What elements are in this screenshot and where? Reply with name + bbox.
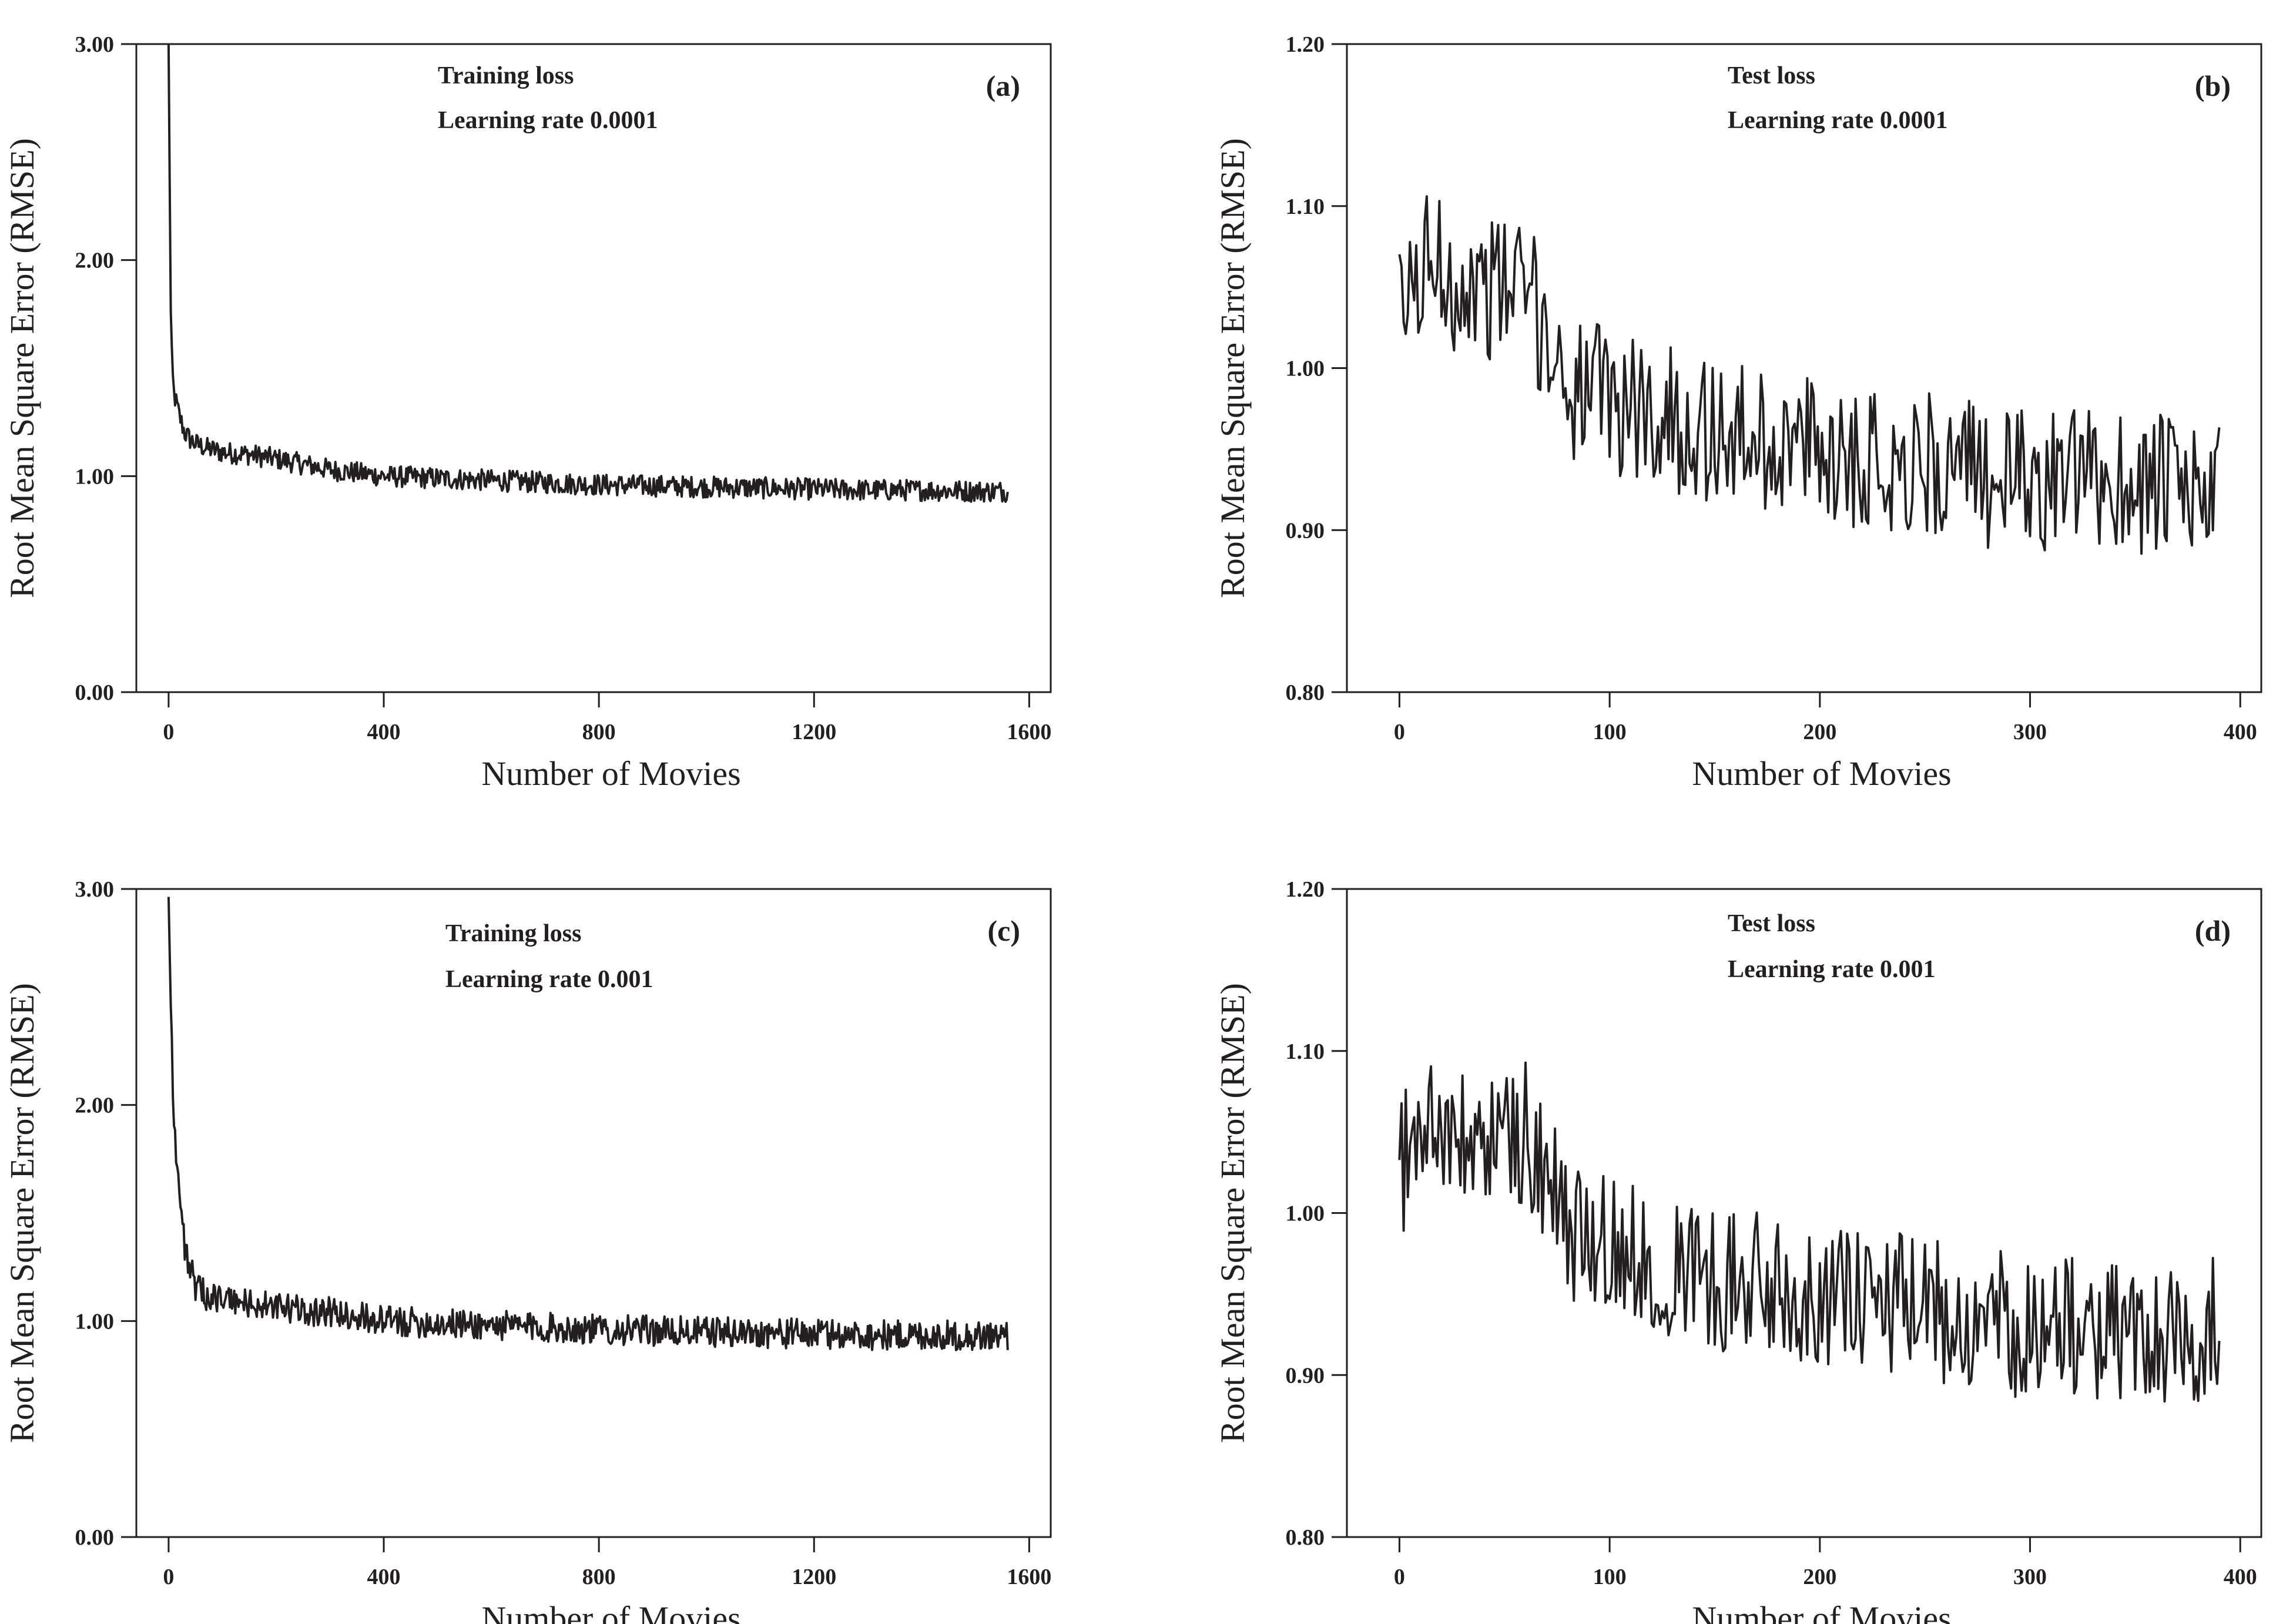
- y-tick-label: 2.00: [75, 249, 115, 273]
- x-tick-label: 400: [367, 1565, 401, 1589]
- y-tick-label: 1.00: [1286, 1202, 1325, 1226]
- plot-frame: [1346, 888, 2262, 1538]
- x-tick-label: 0: [1394, 720, 1405, 744]
- chart-panel: 0 400 800 1200 1600 0.00 1.00 2.00 3.00 Number of…: [3, 877, 1052, 1624]
- panel-label: (c): [988, 914, 1021, 947]
- y-tick-label: 1.00: [75, 1309, 115, 1334]
- annotation-series-name: Test loss: [1728, 910, 1815, 937]
- y-tick-label: 2.00: [75, 1093, 115, 1118]
- y-tick-label: 1.10: [1286, 1039, 1325, 1064]
- y-tick-label: 1.00: [1286, 357, 1325, 381]
- y-axis-label: Root Mean Square Error (RMSE): [3, 138, 41, 598]
- plot-frame: [1346, 43, 2262, 693]
- plot-frame: [135, 43, 1052, 693]
- annotation-series-name: Training loss: [445, 920, 581, 947]
- series-line: [167, 43, 1009, 503]
- x-tick-label: 800: [582, 1565, 616, 1589]
- x-axis-label: Number of Movies: [481, 1599, 740, 1624]
- y-axis-label: Root Mean Square Error (RMSE): [1213, 983, 1252, 1443]
- x-axis-label: Number of Movies: [1692, 1599, 1951, 1624]
- y-tick-label: 3.00: [75, 32, 115, 57]
- panel-label: (b): [2195, 69, 2231, 102]
- chart-panel: 0 400 800 1200 1600 0.00 1.00 2.00 3.00 Number of…: [3, 32, 1052, 793]
- chart-panel: 0 100 200 300 400 0.80 0.90 1.00 1.10 1.20 Number …: [1213, 877, 2262, 1624]
- x-tick-label: 1600: [1007, 720, 1051, 744]
- y-tick-label: 0.80: [1286, 1525, 1325, 1550]
- chart-panel: 0 100 200 300 400 0.80 0.90 1.00 1.10 1.20 Number …: [1213, 32, 2262, 793]
- y-tick-label: 3.00: [75, 877, 115, 902]
- series-line: [167, 897, 1009, 1351]
- annotation-series-name: Training loss: [438, 62, 574, 89]
- x-tick-label: 0: [163, 1565, 174, 1589]
- series-line: [1398, 1061, 2221, 1403]
- x-tick-label: 0: [1394, 1565, 1405, 1589]
- y-axis-label: Root Mean Square Error (RMSE): [3, 983, 41, 1443]
- y-tick-label: 1.20: [1286, 32, 1325, 57]
- annotation-learning-rate: Learning rate 0.001: [445, 966, 653, 993]
- annotation-learning-rate: Learning rate 0.0001: [438, 107, 658, 134]
- y-tick-label: 0.80: [1286, 680, 1325, 705]
- annotation-learning-rate: Learning rate 0.0001: [1728, 107, 1947, 134]
- y-axis-label: Root Mean Square Error (RMSE): [1213, 138, 1252, 598]
- x-tick-label: 1200: [792, 720, 836, 744]
- x-tick-label: 800: [582, 720, 616, 744]
- x-tick-label: 100: [1593, 720, 1627, 744]
- x-tick-label: 1600: [1007, 1565, 1051, 1589]
- x-tick-label: 400: [2224, 1565, 2257, 1589]
- y-tick-label: 0.00: [75, 680, 115, 705]
- x-axis-label: Number of Movies: [1692, 754, 1951, 793]
- panel-label: (a): [986, 69, 1020, 102]
- series-line: [1398, 195, 2221, 555]
- x-axis-label: Number of Movies: [481, 754, 740, 793]
- y-tick-label: 1.20: [1286, 877, 1325, 902]
- x-tick-label: 400: [367, 720, 401, 744]
- x-tick-label: 400: [2224, 720, 2257, 744]
- y-tick-label: 0.90: [1286, 518, 1325, 543]
- annotation-series-name: Test loss: [1728, 62, 1815, 89]
- panel-label: (d): [2195, 914, 2231, 947]
- x-tick-label: 200: [1803, 1565, 1836, 1589]
- y-tick-label: 0.90: [1286, 1363, 1325, 1388]
- x-tick-label: 100: [1593, 1565, 1627, 1589]
- plot-frame: [135, 888, 1052, 1538]
- x-tick-label: 200: [1803, 720, 1836, 744]
- y-tick-label: 1.10: [1286, 194, 1325, 219]
- annotation-learning-rate: Learning rate 0.001: [1728, 956, 1935, 983]
- y-tick-label: 0.00: [75, 1525, 115, 1550]
- y-tick-label: 1.00: [75, 464, 115, 489]
- x-tick-label: 0: [163, 720, 174, 744]
- x-tick-label: 300: [2013, 720, 2047, 744]
- x-tick-label: 300: [2013, 1565, 2047, 1589]
- x-tick-label: 1200: [792, 1565, 836, 1589]
